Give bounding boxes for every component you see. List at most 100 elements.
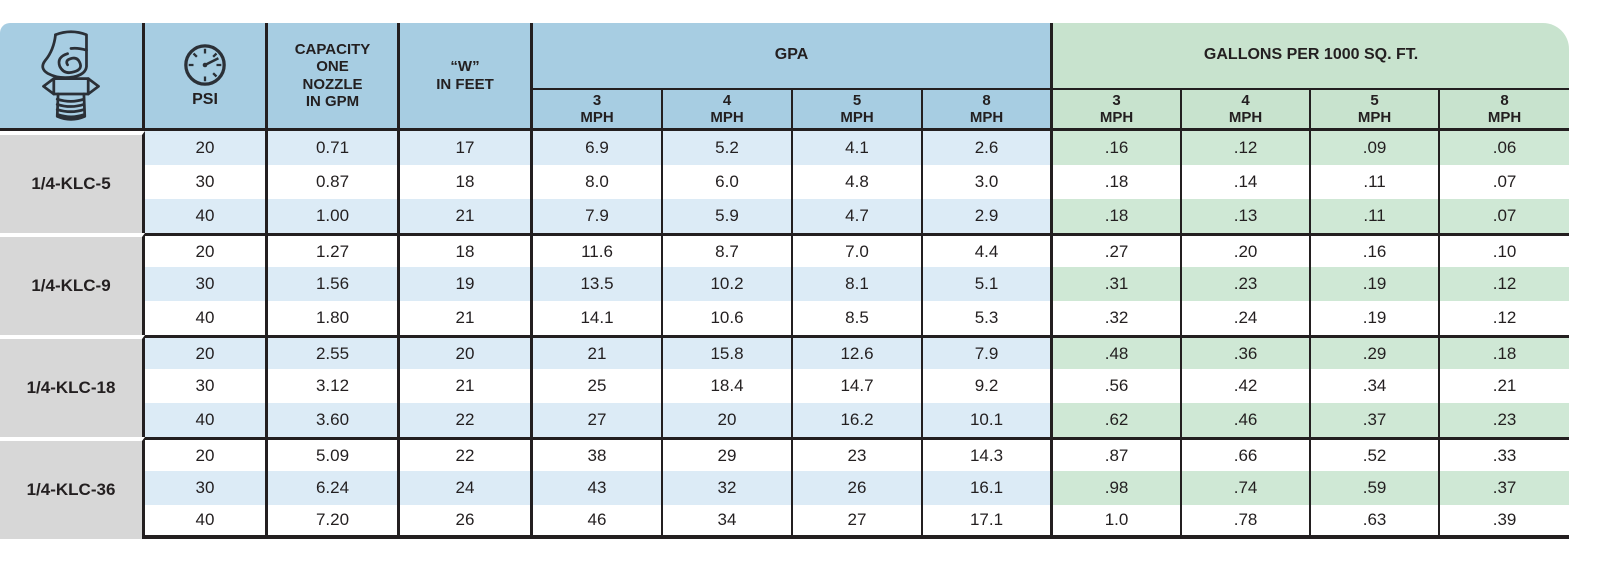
w-cell: 20 <box>400 335 533 369</box>
gp1000-cell: .18 <box>1053 199 1183 233</box>
gp1000-cell: .37 <box>1440 471 1570 505</box>
w-cell: 22 <box>400 403 533 437</box>
gp1000-cell: .42 <box>1182 369 1312 403</box>
psi-cell: 40 <box>145 199 268 233</box>
w-cell: 17 <box>400 131 533 165</box>
nozzle-spec-table: PSI CAPACITY ONE NOZZLE IN GPM “W” IN FE… <box>0 23 1570 539</box>
gpa-cell: 23 <box>793 437 923 471</box>
gp1000-cell: .11 <box>1311 165 1441 199</box>
gp1000-cell: .63 <box>1311 505 1441 539</box>
psi-cell: 20 <box>145 131 268 165</box>
gp1000-cell: .66 <box>1182 437 1312 471</box>
table-row: 1/4-KLC-5 20 0.71 17 6.9 5.2 4.1 2.6 .16… <box>0 131 1570 233</box>
table-row: 40 3.60 22 27 20 16.2 10.1 .62 .46 .37 .… <box>0 403 1570 437</box>
gp1000-cell: .13 <box>1182 199 1312 233</box>
gp1000-cell: .56 <box>1053 369 1183 403</box>
table-row: 1/4-KLC-9 20 1.27 18 11.6 8.7 7.0 4.4 .2… <box>0 233 1570 335</box>
gp1000-cell: .78 <box>1182 505 1312 539</box>
gp1000-cell: .27 <box>1053 233 1183 267</box>
w-cell: 18 <box>400 233 533 267</box>
table-row: 30 3.12 21 25 18.4 14.7 9.2 .56 .42 .34 … <box>0 369 1570 403</box>
gpm-cell: 0.71 <box>268 131 400 165</box>
gp1000-cell: .74 <box>1182 471 1312 505</box>
gp1000-cell: .34 <box>1311 369 1441 403</box>
gp1000-cell: .33 <box>1440 437 1570 471</box>
gpa-cell: 27 <box>533 403 663 437</box>
model-label: 1/4-KLC-9 <box>0 233 145 335</box>
gallons-4mph-header: 4 MPH <box>1182 90 1312 131</box>
gpa-cell: 3.0 <box>923 165 1054 199</box>
gpa-4mph-header: 4 MPH <box>663 90 793 131</box>
table-row: 30 6.24 24 43 32 26 16.1 .98 .74 .59 .37 <box>0 471 1570 505</box>
gpa-cell: 29 <box>663 437 793 471</box>
psi-cell: 30 <box>145 165 268 199</box>
gpa-cell: 6.9 <box>533 131 663 165</box>
gpm-cell: 2.55 <box>268 335 400 369</box>
gpa-cell: 5.9 <box>663 199 793 233</box>
table-row: 30 1.56 19 13.5 10.2 8.1 5.1 .31 .23 .19… <box>0 267 1570 301</box>
gpa-cell: 10.2 <box>663 267 793 301</box>
gp1000-cell: .23 <box>1440 403 1570 437</box>
psi-cell: 20 <box>145 335 268 369</box>
w-cell: 22 <box>400 437 533 471</box>
gpa-cell: 7.0 <box>793 233 923 267</box>
gp1000-cell: .11 <box>1311 199 1441 233</box>
psi-cell: 40 <box>145 505 268 539</box>
spray-nozzle-icon <box>0 24 142 128</box>
gpa-cell: 43 <box>533 471 663 505</box>
gp1000-cell: .12 <box>1440 267 1570 301</box>
gpa-cell: 8.5 <box>793 301 923 335</box>
gpa-cell: 2.6 <box>923 131 1054 165</box>
gallons-8mph-header: 8 MPH <box>1440 90 1570 131</box>
gpa-3mph-header: 3 MPH <box>533 90 663 131</box>
gpa-cell: 10.1 <box>923 403 1054 437</box>
gpa-cell: 46 <box>533 505 663 539</box>
gpm-cell: 3.60 <box>268 403 400 437</box>
gpa-cell: 13.5 <box>533 267 663 301</box>
gpa-cell: 2.9 <box>923 199 1054 233</box>
gpm-cell: 5.09 <box>268 437 400 471</box>
model-label: 1/4-KLC-36 <box>0 437 145 539</box>
gpa-cell: 8.1 <box>793 267 923 301</box>
w-cell: 18 <box>400 165 533 199</box>
model-label: 1/4-KLC-5 <box>0 131 145 233</box>
gp1000-cell: .19 <box>1311 301 1441 335</box>
gpm-cell: 1.56 <box>268 267 400 301</box>
gp1000-cell: .19 <box>1311 267 1441 301</box>
gpa-cell: 16.1 <box>923 471 1054 505</box>
gpa-cell: 14.7 <box>793 369 923 403</box>
gpa-cell: 4.1 <box>793 131 923 165</box>
w-cell: 21 <box>400 199 533 233</box>
psi-cell: 40 <box>145 301 268 335</box>
gpa-cell: 20 <box>663 403 793 437</box>
psi-cell: 20 <box>145 437 268 471</box>
gpa-cell: 5.3 <box>923 301 1054 335</box>
gallons-3mph-header: 3 MPH <box>1053 90 1183 131</box>
gpa-cell: 9.2 <box>923 369 1054 403</box>
gp1000-cell: .07 <box>1440 199 1570 233</box>
gpm-cell: 1.80 <box>268 301 400 335</box>
gp1000-cell: .46 <box>1182 403 1312 437</box>
table-row: 1/4-KLC-18 20 2.55 20 21 15.8 12.6 7.9 .… <box>0 335 1570 437</box>
gp1000-cell: .59 <box>1311 471 1441 505</box>
gpa-cell: 4.4 <box>923 233 1054 267</box>
gpa-cell: 7.9 <box>533 199 663 233</box>
gpa-cell: 32 <box>663 471 793 505</box>
gpm-cell: 3.12 <box>268 369 400 403</box>
gp1000-cell: .52 <box>1311 437 1441 471</box>
gpa-cell: 4.7 <box>793 199 923 233</box>
gp1000-cell: .32 <box>1053 301 1183 335</box>
gp1000-cell: .29 <box>1311 335 1441 369</box>
gpa-cell: 18.4 <box>663 369 793 403</box>
gp1000-cell: .87 <box>1053 437 1183 471</box>
gp1000-cell: 1.0 <box>1053 505 1183 539</box>
w-cell: 19 <box>400 267 533 301</box>
gpa-8mph-header: 8 MPH <box>923 90 1054 131</box>
w-cell: 24 <box>400 471 533 505</box>
gpa-cell: 8.7 <box>663 233 793 267</box>
gpa-group-header: GPA <box>533 23 1054 90</box>
psi-cell: 20 <box>145 233 268 267</box>
gp1000-cell: .62 <box>1053 403 1183 437</box>
gpa-cell: 17.1 <box>923 505 1054 539</box>
gpm-cell: 1.00 <box>268 199 400 233</box>
